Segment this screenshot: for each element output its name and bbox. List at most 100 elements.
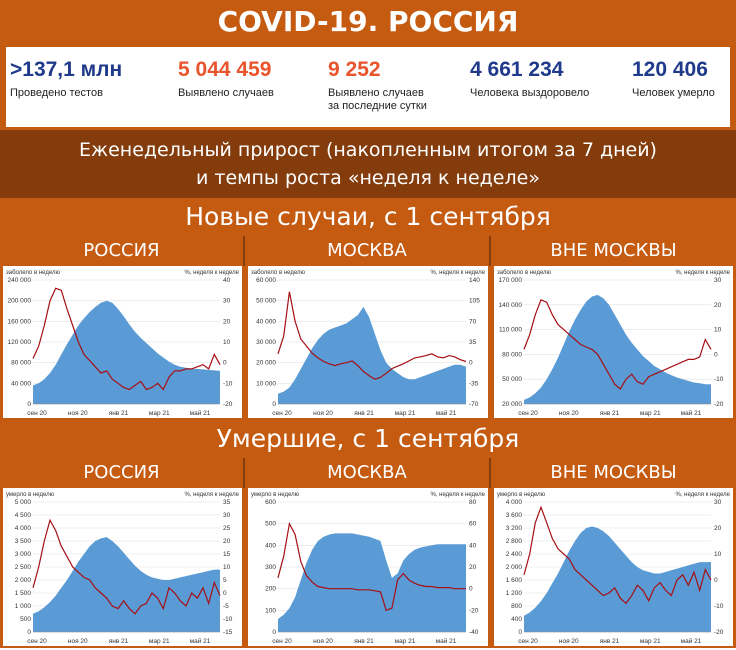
left-tick-label: 3 200 xyxy=(506,525,523,532)
left-tick-label: 4 000 xyxy=(15,525,32,532)
chart-panel: умерло в неделю%, неделя к неделе 0 100 200… xyxy=(245,488,491,648)
x-tick-label: сен 20 xyxy=(272,638,292,645)
left-tick-label: 20 000 xyxy=(502,401,522,408)
right-tick-label: -20 xyxy=(469,607,479,614)
left-tick-label: 120 000 xyxy=(8,339,32,346)
stat-label: Проведено тестов xyxy=(10,87,103,99)
x-tick-label: сен 20 xyxy=(27,410,47,417)
x-tick-label: мар 21 xyxy=(149,638,170,645)
stat-value: 9 252 xyxy=(328,58,381,81)
right-tick-label: 60 xyxy=(469,521,477,528)
left-tick-label: 500 xyxy=(20,616,31,623)
left-tick-label: 5 000 xyxy=(15,499,32,506)
series-line-growth xyxy=(523,298,712,391)
right-tick-label: 10 xyxy=(223,564,231,571)
chart-svg: заболело в неделю %, неделя к неделе 20 00… xyxy=(494,266,733,418)
left-tick-label: 2 000 xyxy=(15,577,32,584)
right-tick-label: 25 xyxy=(223,525,231,532)
right-tick-label: 10 xyxy=(714,327,722,334)
left-axis-label: умерло в неделю xyxy=(6,492,55,498)
right-axis-label: %, неделя к неделе xyxy=(430,492,485,498)
left-tick-label: 240 000 xyxy=(8,277,32,284)
left-tick-label: 0 xyxy=(272,401,276,408)
chart-svg: заболело в неделю %, неделя к неделе 0 10 0… xyxy=(248,266,488,418)
left-tick-label: 100 xyxy=(265,607,276,614)
left-tick-label: 3 600 xyxy=(506,512,523,519)
chart-panel: заболело в неделю %, неделя к неделе 0 10 0… xyxy=(245,266,491,420)
right-tick-label: 20 xyxy=(714,302,722,309)
right-tick-label: 0 xyxy=(223,590,227,597)
x-tick-label: сен 20 xyxy=(518,410,538,417)
left-tick-label: 50 000 xyxy=(502,376,522,383)
series-area-weekly xyxy=(278,533,466,632)
x-tick-label: мар 21 xyxy=(640,410,661,417)
chart-svg: заболело в неделю %, неделя к неделе 0 40 0… xyxy=(3,266,242,418)
panel-title-cases-3: ВНЕ МОСКВЫ xyxy=(491,236,736,266)
x-tick-label: сен 20 xyxy=(27,638,47,645)
right-tick-label: 30 xyxy=(714,499,722,506)
left-tick-label: 1 200 xyxy=(506,590,523,597)
right-tick-label: 30 xyxy=(223,512,231,519)
left-tick-label: 2 400 xyxy=(506,551,523,558)
x-tick-label: янв 21 xyxy=(354,638,374,645)
panel-title-cases-2: МОСКВА xyxy=(245,236,491,266)
panel-title-deaths-2: МОСКВА xyxy=(245,458,491,488)
x-tick-label: янв 21 xyxy=(109,410,129,417)
right-tick-label: 20 xyxy=(469,564,477,571)
stat-5: 120 406 Человек умерло xyxy=(632,57,715,100)
left-tick-label: 400 xyxy=(265,542,276,549)
right-tick-label: 20 xyxy=(223,318,231,325)
x-tick-label: мар 21 xyxy=(149,410,170,417)
chart-svg: умерло в неделю %, неделя к неделе 0 400 800… xyxy=(494,488,733,646)
x-tick-label: сен 20 xyxy=(272,410,292,417)
stat-value: 120 406 xyxy=(632,58,708,81)
left-tick-label: 1 000 xyxy=(15,603,32,610)
stat-label: Человек умерло xyxy=(632,87,715,99)
right-tick-label: 40 xyxy=(469,542,477,549)
left-tick-label: 170 000 xyxy=(499,277,523,284)
right-tick-label: -10 xyxy=(714,603,724,610)
subtitle-block: Еженедельный прирост (накопленным итогом… xyxy=(0,130,736,200)
left-axis-label: заболело в неделю xyxy=(6,270,60,276)
series-area-weekly xyxy=(278,306,466,404)
stats-container: >137,1 млн Проведено тестов 5 044 459 Выявл… xyxy=(6,47,730,127)
subtitle-line-2: и темпы роста «неделя к неделе» xyxy=(196,167,540,189)
stat-label: Выявлено случаев xyxy=(178,87,274,99)
stat-label-2: за последние сутки xyxy=(328,100,427,112)
left-tick-label: 160 000 xyxy=(8,318,32,325)
stat-label: Выявлено случаев xyxy=(328,87,424,99)
x-tick-label: ноя 20 xyxy=(313,410,333,417)
x-tick-label: май 21 xyxy=(436,409,457,417)
chart-svg: умерло в неделю %, неделя к неделе 0 500 1 0… xyxy=(3,488,242,646)
subtitle-line-1: Еженедельный прирост (накопленным итогом… xyxy=(79,139,657,161)
stat-value: 4 661 234 xyxy=(470,58,564,81)
right-tick-label: 20 xyxy=(223,538,231,545)
series-line-growth xyxy=(277,521,466,612)
left-tick-label: 3 000 xyxy=(15,551,32,558)
panel-title-deaths-1: РОССИЯ xyxy=(0,458,245,488)
right-tick-label: -5 xyxy=(223,603,229,610)
right-tick-label: 40 xyxy=(223,277,231,284)
right-tick-label: 20 xyxy=(714,525,722,532)
right-tick-label: 105 xyxy=(469,298,480,305)
left-tick-label: 40 000 xyxy=(256,318,276,325)
x-tick-label: янв 21 xyxy=(109,638,129,645)
x-tick-label: ноя 20 xyxy=(68,638,88,645)
right-tick-label: -10 xyxy=(223,380,233,387)
x-tick-label: ноя 20 xyxy=(559,638,579,645)
left-tick-label: 4 500 xyxy=(15,512,32,519)
right-axis-label: %, неделя к неделе xyxy=(675,270,730,276)
x-tick-label: ноя 20 xyxy=(68,410,88,417)
left-tick-label: 1 500 xyxy=(15,590,32,597)
left-tick-label: 300 xyxy=(265,564,276,571)
x-tick-label: май 21 xyxy=(190,637,211,645)
series-line-growth xyxy=(32,518,221,615)
left-tick-label: 800 xyxy=(511,603,522,610)
right-tick-label: 35 xyxy=(469,339,477,346)
x-tick-label: янв 21 xyxy=(600,410,620,417)
left-tick-label: 3 500 xyxy=(15,538,32,545)
right-tick-label: 0 xyxy=(714,577,718,584)
right-tick-label: 10 xyxy=(223,339,231,346)
series-line-growth xyxy=(32,287,221,391)
section-title-deaths: Умершие, с 1 сентября xyxy=(0,420,736,458)
